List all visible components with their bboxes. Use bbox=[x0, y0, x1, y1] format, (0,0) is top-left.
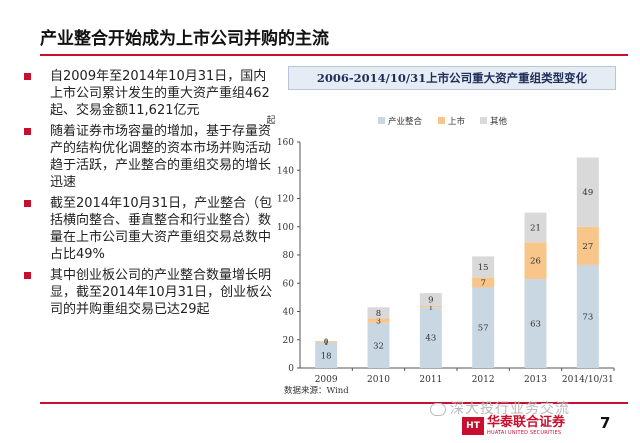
bar-segment bbox=[367, 322, 390, 368]
bullet-square-icon bbox=[24, 272, 31, 279]
bullet-item: 其中创业板公司的产业整合数量增长明显，截至2014年10月31日，创业板公司的并… bbox=[22, 267, 274, 318]
bullet-square-icon bbox=[24, 73, 31, 80]
bullet-text: 其中创业板公司的产业整合数量增长明显，截至2014年10月31日，创业板公司的并… bbox=[50, 268, 273, 317]
watermark: 深大投行业务交流 bbox=[430, 398, 570, 418]
data-label: 57 bbox=[478, 324, 489, 334]
data-label: 43 bbox=[425, 334, 436, 344]
bar-segment bbox=[367, 307, 390, 319]
slide-title: 产业整合开始成为上市公司并购的主流 bbox=[40, 29, 329, 49]
bullet-text: 自2009年至2014年10月31日，国内上市公司累计发生的重大资产重组462起… bbox=[50, 69, 270, 118]
data-label: 21 bbox=[530, 223, 541, 233]
y-tick-label: 140 bbox=[277, 166, 294, 176]
data-label: 63 bbox=[530, 320, 541, 330]
bar-segment bbox=[315, 341, 338, 343]
y-tick-label: 120 bbox=[277, 195, 294, 205]
bullet-item: 自2009年至2014年10月31日，国内上市公司累计发生的重大资产重组462起… bbox=[22, 68, 274, 119]
bar-segment bbox=[315, 342, 338, 368]
bar-segment bbox=[367, 318, 390, 323]
bullet-text: 随着证券市场容量的增加，基于存量资产的结构优化调整的资本市场并购活动趋于活跃，产… bbox=[50, 124, 272, 190]
data-label: 26 bbox=[530, 257, 541, 267]
footer-divider bbox=[40, 402, 628, 404]
x-tick-label: 2009 bbox=[315, 375, 338, 385]
y-tick-label: 80 bbox=[283, 251, 295, 261]
legend-label: 其他 bbox=[490, 116, 508, 127]
legend-swatch bbox=[378, 117, 385, 124]
chat-bubble-icon bbox=[430, 402, 446, 416]
y-tick-label: 160 bbox=[277, 138, 294, 148]
bar-segment bbox=[524, 279, 547, 368]
bar-segment bbox=[472, 277, 495, 288]
bar-segment bbox=[419, 293, 442, 306]
bullet-square-icon bbox=[24, 128, 31, 135]
y-tick-label: 0 bbox=[288, 364, 294, 374]
logo-emblem-icon: HT bbox=[462, 417, 484, 435]
bar-segment bbox=[524, 212, 547, 243]
data-label: 1 bbox=[428, 303, 433, 312]
x-tick-label: 2011 bbox=[419, 375, 442, 385]
bar-segment bbox=[472, 256, 495, 278]
bullet-item: 随着证券市场容量的增加，基于存量资产的结构优化调整的资本市场并购活动趋于活跃，产… bbox=[22, 123, 274, 191]
x-tick-label: 2012 bbox=[472, 375, 495, 385]
data-label: 18 bbox=[321, 351, 332, 361]
legend-swatch bbox=[480, 117, 487, 124]
title-divider bbox=[40, 54, 628, 56]
bar-segment bbox=[576, 226, 599, 265]
legend-swatch bbox=[438, 117, 445, 124]
brand-name: 华泰联合证券 bbox=[487, 415, 566, 430]
legend-label: 产业整合 bbox=[388, 116, 423, 127]
x-tick-label: 2014/10/31 bbox=[562, 375, 614, 385]
y-tick-label: 100 bbox=[277, 223, 294, 233]
watermark-text: 深大投行业务交流 bbox=[450, 401, 570, 417]
data-label: 15 bbox=[478, 263, 489, 273]
brand-logo: HT 华泰联合证券 HUATAI UNITED SECURITIES bbox=[462, 416, 565, 436]
legend-label: 上市 bbox=[448, 116, 466, 127]
bar-segment bbox=[524, 242, 547, 280]
data-label: 3 bbox=[376, 317, 381, 326]
y-tick-label: 40 bbox=[283, 308, 295, 318]
data-label: 8 bbox=[376, 309, 381, 319]
bullet-item: 截至2014年10月31日，产业整合（包括横向整合、垂直整合和行业整合）数量在上… bbox=[22, 195, 274, 263]
x-tick-label: 2013 bbox=[524, 375, 547, 385]
data-label: 32 bbox=[373, 341, 384, 351]
data-label: 73 bbox=[582, 312, 593, 322]
y-tick-label: 60 bbox=[283, 279, 295, 289]
bar-segment bbox=[576, 157, 599, 227]
bar-segment bbox=[472, 287, 495, 368]
brand-name-en: HUATAI UNITED SECURITIES bbox=[487, 430, 562, 436]
data-label: 9 bbox=[428, 295, 433, 305]
chart-title: 2006-2014/10/31上市公司重大资产重组类型变化 bbox=[288, 66, 616, 90]
x-tick-label: 2010 bbox=[367, 375, 390, 385]
y-tick-label: 20 bbox=[283, 336, 295, 346]
bar-segment bbox=[419, 305, 442, 308]
data-label: 49 bbox=[582, 188, 593, 198]
data-label: 7 bbox=[480, 279, 485, 289]
data-label: 1 bbox=[324, 338, 329, 347]
page-number: 7 bbox=[600, 414, 611, 432]
bar-segment bbox=[576, 264, 599, 368]
bar-segment bbox=[419, 307, 442, 368]
data-source: 数据来源：Wind bbox=[284, 386, 349, 396]
y-axis-label: 起 bbox=[266, 115, 275, 126]
data-label: 0 bbox=[324, 337, 329, 346]
bullet-list: 自2009年至2014年10月31日，国内上市公司累计发生的重大资产重组462起… bbox=[22, 68, 274, 322]
bullet-text: 截至2014年10月31日，产业整合（包括横向整合、垂直整合和行业整合）数量在上… bbox=[50, 196, 273, 262]
data-label: 27 bbox=[582, 242, 593, 252]
bullet-square-icon bbox=[24, 200, 31, 207]
